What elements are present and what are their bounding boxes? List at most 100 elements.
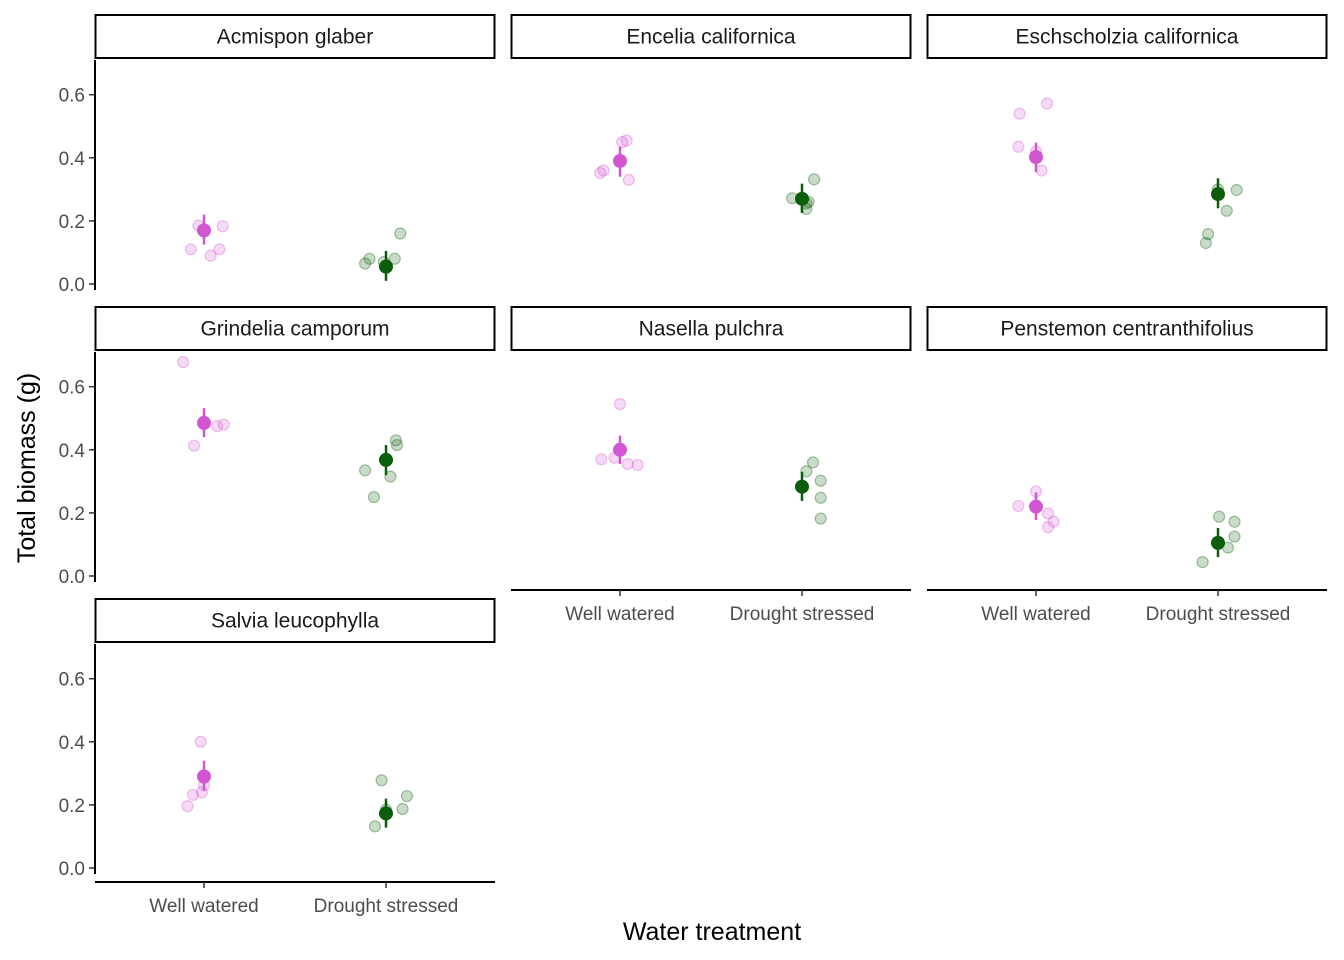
raw-data-point <box>1035 164 1048 177</box>
raw-data-point <box>389 434 402 447</box>
mean-point <box>795 191 809 206</box>
raw-data-point <box>594 166 607 180</box>
raw-data-point <box>375 774 388 787</box>
y-tick-label: 0.4 <box>59 441 86 462</box>
raw-data-point <box>1228 515 1241 528</box>
mean-point <box>197 769 211 784</box>
raw-data-point <box>800 465 813 478</box>
mean-point <box>379 806 393 821</box>
raw-data-point <box>620 134 633 147</box>
facet-title: Salvia leucophylla <box>211 610 379 633</box>
mean-point <box>613 153 627 168</box>
raw-data-point <box>204 249 217 262</box>
mean-point <box>1029 499 1043 514</box>
x-tick-label: Drought stressed <box>1146 604 1291 625</box>
facet-title: Nasella pulchra <box>639 318 784 341</box>
raw-data-point <box>814 474 827 487</box>
y-tick-label: 0.2 <box>59 796 85 817</box>
raw-data-point <box>621 457 634 471</box>
raw-data-point <box>367 491 380 504</box>
raw-data-point <box>814 512 827 525</box>
raw-data-point <box>1013 107 1026 120</box>
raw-data-point <box>394 227 407 240</box>
raw-data-point <box>1201 228 1215 241</box>
raw-data-point <box>1228 530 1241 543</box>
y-tick-label: 0.6 <box>59 86 85 107</box>
raw-data-point <box>616 135 629 149</box>
facet-title: Grindelia camporum <box>200 318 389 341</box>
mean-point <box>1211 535 1225 550</box>
raw-data-point <box>595 453 608 466</box>
facet-strip <box>510 14 912 59</box>
y-tick-label: 0.2 <box>59 504 85 525</box>
mean-point <box>1029 150 1043 165</box>
raw-data-point <box>194 735 207 748</box>
facet-strip <box>926 306 1328 351</box>
y-tick-label: 0.0 <box>59 567 85 588</box>
x-tick-label: Well watered <box>149 896 258 917</box>
raw-data-point <box>1041 520 1055 534</box>
raw-data-point <box>384 470 397 483</box>
raw-data-point <box>1040 97 1054 110</box>
facet-title: Encelia californica <box>626 26 796 49</box>
raw-data-point <box>368 820 382 833</box>
raw-data-point <box>181 800 194 813</box>
raw-data-point <box>211 420 224 433</box>
raw-data-point <box>1012 499 1025 513</box>
mean-point <box>795 479 809 494</box>
raw-data-point <box>184 243 197 256</box>
raw-data-point <box>1220 204 1233 217</box>
mean-point <box>197 223 211 238</box>
raw-data-point <box>217 418 230 431</box>
mean-point <box>197 415 211 430</box>
facet-strip <box>510 306 912 351</box>
mean-point <box>1211 187 1225 202</box>
raw-data-point <box>213 243 226 256</box>
raw-data-point <box>186 788 200 801</box>
y-tick-label: 0.6 <box>59 378 85 399</box>
y-tick-label: 0.4 <box>59 149 86 170</box>
facet-panel: Grindelia camporum 0.0 0.2 0.4 0.6 <box>59 306 496 588</box>
facet-panel: Encelia californica <box>510 14 912 216</box>
facet-strip <box>94 306 496 351</box>
raw-data-point <box>1230 183 1243 197</box>
facet-strip <box>926 14 1328 59</box>
raw-data-point <box>807 173 821 186</box>
facet-strip <box>94 14 496 59</box>
facet-panel: Salvia leucophylla 0.0 0.2 0.4 0.6 Well water… <box>59 598 496 917</box>
y-tick-label: 0.0 <box>59 275 85 296</box>
raw-data-point <box>1212 510 1226 523</box>
raw-data-point <box>597 164 610 177</box>
y-tick-label: 0.4 <box>59 733 86 754</box>
y-tick-label: 0.6 <box>59 670 85 691</box>
y-tick-label: 0.2 <box>59 212 85 233</box>
y-axis-title: Total biomass (g) <box>13 373 41 563</box>
raw-data-point <box>1012 140 1025 153</box>
x-tick-label: Drought stressed <box>730 604 875 625</box>
x-axis-title: Water treatment <box>623 918 801 946</box>
y-tick-label: 0.0 <box>59 859 85 880</box>
raw-data-point <box>814 491 827 504</box>
raw-data-point <box>1196 556 1209 569</box>
raw-data-point <box>622 173 635 186</box>
facet-panel: Eschscholzia californica <box>926 14 1328 250</box>
facet-strip <box>94 598 496 643</box>
raw-data-point <box>631 458 644 472</box>
mean-point <box>379 452 393 467</box>
x-tick-label: Drought stressed <box>314 896 459 917</box>
x-tick-label: Well watered <box>981 604 1090 625</box>
raw-data-point <box>613 397 627 411</box>
facet-panel: Penstemon centranthifolius Well watered Dr… <box>926 306 1328 625</box>
raw-data-point <box>806 456 820 469</box>
facet-title: Eschscholzia californica <box>1016 26 1239 49</box>
raw-data-point <box>390 438 404 452</box>
raw-data-point <box>359 464 372 477</box>
facet-panel: Acmispon glaber 0.0 0.2 0.4 0.6 <box>59 14 496 296</box>
raw-data-point <box>359 257 372 270</box>
raw-data-point <box>177 355 190 369</box>
raw-data-point <box>388 252 401 265</box>
panels-layer: Acmispon glaber 0.0 0.2 0.4 0.6 Encelia calif… <box>59 14 1328 917</box>
facet-title: Penstemon centranthifolius <box>1000 318 1253 341</box>
mean-point <box>379 259 393 274</box>
raw-data-point <box>400 789 413 803</box>
